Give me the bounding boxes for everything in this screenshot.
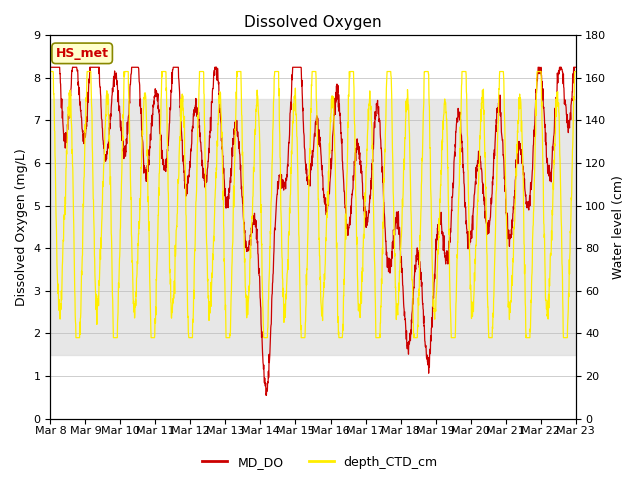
Bar [51, 99, 575, 355]
Legend: MD_DO, depth_CTD_cm: MD_DO, depth_CTD_cm [197, 451, 443, 474]
Y-axis label: Water level (cm): Water level (cm) [612, 175, 625, 279]
Text: HS_met: HS_met [56, 47, 109, 60]
Title: Dissolved Oxygen: Dissolved Oxygen [244, 15, 382, 30]
Y-axis label: Dissolved Oxygen (mg/L): Dissolved Oxygen (mg/L) [15, 148, 28, 306]
